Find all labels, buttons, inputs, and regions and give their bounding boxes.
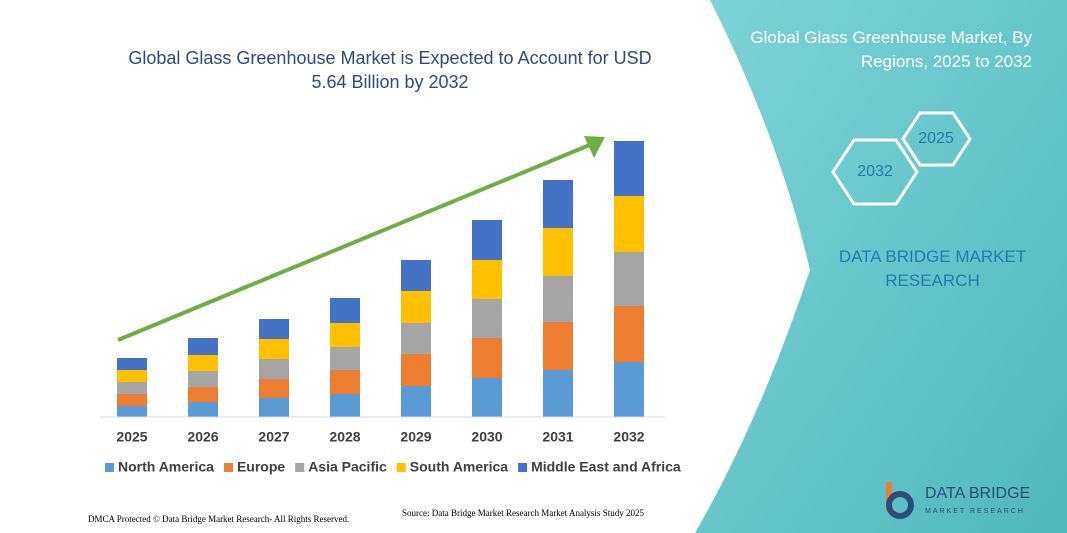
logo-icon: [886, 482, 914, 519]
bar-segment: [472, 220, 502, 260]
bar-segment: [117, 406, 147, 417]
bar-segment: [259, 319, 289, 339]
logo-tagline: MARKET RESEARCH: [925, 508, 1025, 515]
bar-segment: [259, 339, 289, 359]
trend-arrowhead: [584, 136, 605, 158]
bar-segment: [117, 370, 147, 382]
x-tick-label: 2028: [329, 429, 360, 445]
bar-segment: [614, 252, 644, 306]
legend-label: North America: [118, 459, 214, 475]
bar-segment: [614, 141, 644, 196]
x-tick-label: 2032: [613, 429, 644, 445]
bar-segment: [401, 354, 431, 386]
bar-segment: [614, 362, 644, 417]
legend-swatch: [105, 463, 114, 472]
hexagon-label: 2032: [857, 163, 893, 180]
bar-segment: [543, 180, 573, 228]
bar-segment: [472, 378, 502, 417]
legend-label: Middle East and Africa: [531, 459, 681, 475]
bar-segment: [472, 338, 502, 378]
legend-swatch: [223, 463, 233, 472]
legend-label: South America: [410, 459, 508, 475]
x-tick-label: 2029: [400, 429, 431, 445]
side-title: Global Glass Greenhouse Market, By Regio…: [750, 28, 1032, 71]
brand-text: DATA BRIDGE MARKET RESEARCH: [838, 247, 1027, 290]
logo-name: DATA BRIDGE: [925, 485, 1030, 502]
legend-swatch: [295, 463, 305, 472]
bar-segment: [330, 298, 360, 323]
bar-segment: [188, 355, 218, 371]
bar-segment: [330, 370, 360, 394]
bar-segment: [330, 347, 360, 370]
bar-segment: [117, 394, 147, 406]
footer-source: Source: Data Bridge Market Research Mark…: [402, 508, 644, 518]
hexagon-label: 2025: [918, 130, 954, 147]
x-tick-label: 2027: [258, 429, 289, 445]
bar-segment: [330, 394, 360, 417]
legend-label: Europe: [237, 459, 285, 475]
x-tick-label: 2030: [471, 429, 502, 445]
legend-label: Asia Pacific: [308, 459, 387, 475]
hexagon: [831, 138, 919, 206]
bar-segment: [401, 323, 431, 354]
bar-segment: [401, 386, 431, 417]
bar-segment: [472, 260, 502, 299]
chart-title: Global Glass Greenhouse Market is Expect…: [128, 48, 652, 92]
bar-segment: [330, 323, 360, 347]
bar-segment: [259, 359, 289, 379]
hexagon: [901, 111, 972, 167]
footer-copyright: DMCA Protected © Data Bridge Market Rese…: [88, 514, 349, 524]
bar-segment: [614, 306, 644, 362]
bar-segment: [188, 338, 218, 355]
bar-segment: [259, 379, 289, 398]
bar-segment: [117, 358, 147, 370]
bar-segment: [117, 382, 147, 394]
bar-segment: [188, 371, 218, 387]
bar-segment: [401, 291, 431, 323]
bar-segment: [543, 370, 573, 417]
legend-swatch: [518, 463, 528, 472]
trend-arrow: [117, 142, 593, 342]
legend-swatch: [396, 463, 406, 472]
bar-segment: [543, 228, 573, 276]
bar-segment: [188, 402, 218, 417]
side-panel: [695, 0, 1067, 533]
bar-segment: [472, 299, 502, 338]
bar-segment: [543, 322, 573, 370]
bar-segment: [614, 196, 644, 252]
bar-segment: [401, 260, 431, 291]
bar-segment: [543, 276, 573, 322]
bar-segment: [259, 398, 289, 417]
x-tick-label: 2025: [116, 429, 147, 445]
x-tick-label: 2031: [542, 429, 573, 445]
bar-segment: [188, 387, 218, 402]
x-tick-label: 2026: [187, 429, 218, 445]
